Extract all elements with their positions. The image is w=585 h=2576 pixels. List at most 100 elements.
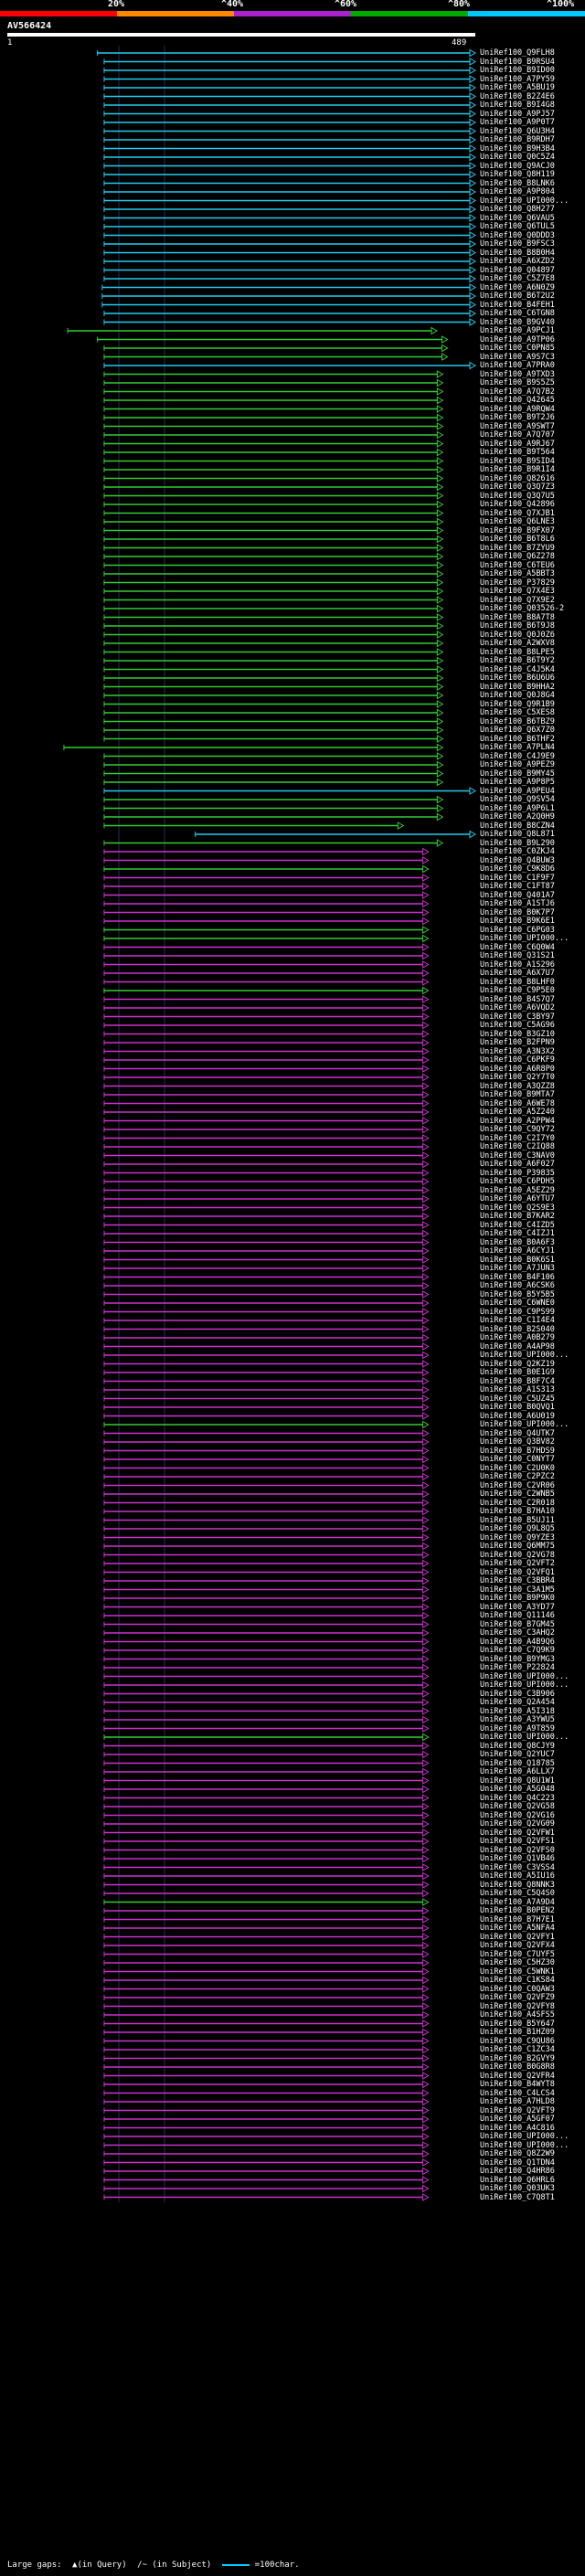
hit-row[interactable] [103, 1985, 430, 1993]
hit-label[interactable]: UniRef100_C5AG96 [480, 1021, 555, 1030]
hit-label[interactable]: UniRef100_Q2VFT9 [480, 2105, 555, 2115]
hit-label[interactable]: UniRef100_B9ID00 [480, 66, 555, 75]
hit-row[interactable] [103, 1125, 430, 1134]
hit-row[interactable] [103, 812, 444, 822]
hit-row[interactable] [103, 2019, 430, 2028]
hit-row[interactable] [103, 1065, 430, 1073]
hit-row[interactable] [103, 1142, 430, 1151]
hit-label[interactable]: UniRef100_B0E1G9 [480, 1368, 555, 1377]
hit-row[interactable] [103, 196, 476, 205]
hit-label[interactable]: UniRef100_B6TBZ9 [480, 716, 555, 726]
hit-label[interactable]: UniRef100_A7PRA0 [480, 361, 555, 370]
hit-row[interactable] [103, 1246, 430, 1256]
hit-row[interactable] [103, 1108, 430, 1117]
hit-label[interactable]: UniRef100_C2R018 [480, 1498, 555, 1508]
hit-label[interactable]: UniRef100_UPI000... [480, 1420, 569, 1429]
hit-label[interactable]: UniRef100_B0PEN2 [480, 1906, 555, 1915]
hit-row[interactable] [103, 1898, 430, 1906]
hit-label[interactable]: UniRef100_A6CSK6 [480, 1281, 555, 1290]
hit-label[interactable]: UniRef100_A5NFA4 [480, 1924, 555, 1933]
hit-label[interactable]: UniRef100_B7HA10 [480, 1507, 555, 1516]
hit-row[interactable] [103, 1403, 430, 1412]
hit-label[interactable]: UniRef100_A4B9Q6 [480, 1637, 555, 1647]
hit-row[interactable] [103, 1055, 430, 1065]
hit-row[interactable] [103, 760, 444, 769]
hit-row[interactable] [103, 1620, 430, 1628]
hit-label[interactable]: UniRef100_A7PY59 [480, 74, 555, 84]
hit-label[interactable]: UniRef100_C3BY97 [480, 1012, 555, 1022]
hit-label[interactable]: UniRef100_UPI000... [480, 2140, 569, 2150]
hit-row[interactable] [103, 544, 444, 552]
hit-row[interactable] [103, 1281, 430, 1290]
hit-row[interactable] [103, 1672, 430, 1680]
hit-label[interactable]: UniRef100_C0QAW3 [480, 1984, 555, 1994]
hit-row[interactable] [103, 1238, 430, 1246]
hit-label[interactable]: UniRef100_C4IZD5 [480, 1220, 555, 1230]
hit-row[interactable] [103, 92, 476, 101]
hit-label[interactable]: UniRef100_Q18785 [480, 1758, 555, 1768]
hit-row[interactable] [103, 1871, 430, 1881]
hit-row[interactable] [103, 118, 476, 127]
hit-label[interactable]: UniRef100_B7HDS9 [480, 1446, 555, 1456]
hit-row[interactable] [103, 2097, 430, 2106]
hit-row[interactable] [103, 500, 444, 509]
hit-row[interactable] [103, 1003, 430, 1012]
hit-label[interactable]: UniRef100_Q6X7Z0 [480, 726, 555, 735]
hit-label[interactable]: UniRef100_A9P804 [480, 187, 555, 196]
hit-label[interactable]: UniRef100_B6T8L6 [480, 535, 555, 544]
hit-row[interactable] [195, 830, 476, 839]
hit-label[interactable]: UniRef100_Q04897 [480, 265, 555, 275]
hit-label[interactable]: UniRef100_B2GVY9 [480, 2053, 555, 2063]
hit-row[interactable] [103, 1967, 430, 1976]
hit-row[interactable] [103, 1038, 430, 1047]
hit-label[interactable]: UniRef100_A7JUN3 [480, 1264, 555, 1273]
hit-label[interactable]: UniRef100_A6WE78 [480, 1098, 555, 1108]
hit-row[interactable] [103, 1394, 430, 1403]
hit-label[interactable]: UniRef100_B5UJ11 [480, 1515, 555, 1525]
hit-label[interactable]: UniRef100_B7KAR2 [480, 1212, 555, 1221]
hit-label[interactable]: UniRef100_A2WXV8 [480, 639, 555, 648]
hit-label[interactable]: UniRef100_Q2VFZ9 [480, 1993, 555, 2002]
hit-label[interactable]: UniRef100_UPI000... [480, 196, 569, 206]
hit-label[interactable]: UniRef100_A2Q0H9 [480, 812, 555, 822]
hit-label[interactable]: UniRef100_C5Z7E8 [480, 274, 555, 283]
hit-label[interactable]: UniRef100_A6R8P0 [480, 1064, 555, 1074]
hit-row[interactable] [103, 344, 449, 353]
hit-row[interactable] [103, 153, 476, 162]
hit-row[interactable] [103, 1273, 430, 1281]
hit-row[interactable] [103, 1256, 430, 1264]
hit-row[interactable] [103, 249, 476, 257]
hit-label[interactable]: UniRef100_C6TGN8 [480, 309, 555, 318]
hit-label[interactable]: UniRef100_Q6HRL6 [480, 2175, 555, 2185]
hit-row[interactable] [101, 301, 476, 309]
hit-label[interactable]: UniRef100_A9PEZ9 [480, 760, 555, 769]
hit-row[interactable] [103, 752, 444, 760]
hit-label[interactable]: UniRef100_UPI000... [480, 1351, 569, 1360]
hit-label[interactable]: UniRef100_B9I4G8 [480, 101, 555, 110]
hit-row[interactable] [103, 778, 444, 787]
hit-row[interactable] [103, 804, 444, 812]
hit-label[interactable]: UniRef100_Q7X9E2 [480, 595, 555, 605]
hit-row[interactable] [103, 1385, 430, 1394]
hit-label[interactable]: UniRef100_Q4UTK7 [480, 1428, 555, 1438]
hit-row[interactable] [103, 639, 444, 648]
hit-label[interactable]: UniRef100_Q2VFX4 [480, 1941, 555, 1950]
hit-row[interactable] [103, 222, 476, 231]
hit-label[interactable]: UniRef100_Q8U1W1 [480, 1776, 555, 1786]
hit-row[interactable] [103, 1360, 430, 1368]
hit-label[interactable]: UniRef100_Q1TDN4 [480, 2157, 555, 2168]
hit-row[interactable] [103, 1333, 430, 1342]
hit-label[interactable]: UniRef100_Q4BUW3 [480, 855, 555, 865]
hit-label[interactable]: UniRef100_A9PCJ1 [480, 326, 555, 335]
hit-row[interactable] [103, 1186, 430, 1194]
hit-label[interactable]: UniRef100_A1STJ6 [480, 899, 555, 908]
hit-row[interactable] [103, 787, 476, 795]
hit-row[interactable] [103, 1221, 430, 1229]
hit-label[interactable]: UniRef100_Q0DDD3 [480, 230, 555, 240]
hit-row[interactable] [103, 1368, 430, 1377]
hit-label[interactable]: UniRef100_A5BBT3 [480, 569, 555, 578]
hit-row[interactable] [101, 283, 476, 292]
hit-label[interactable]: UniRef100_B6T9Y2 [480, 656, 555, 665]
hit-label[interactable]: UniRef100_C0PN85 [480, 344, 555, 353]
hit-row[interactable] [103, 1021, 430, 1030]
